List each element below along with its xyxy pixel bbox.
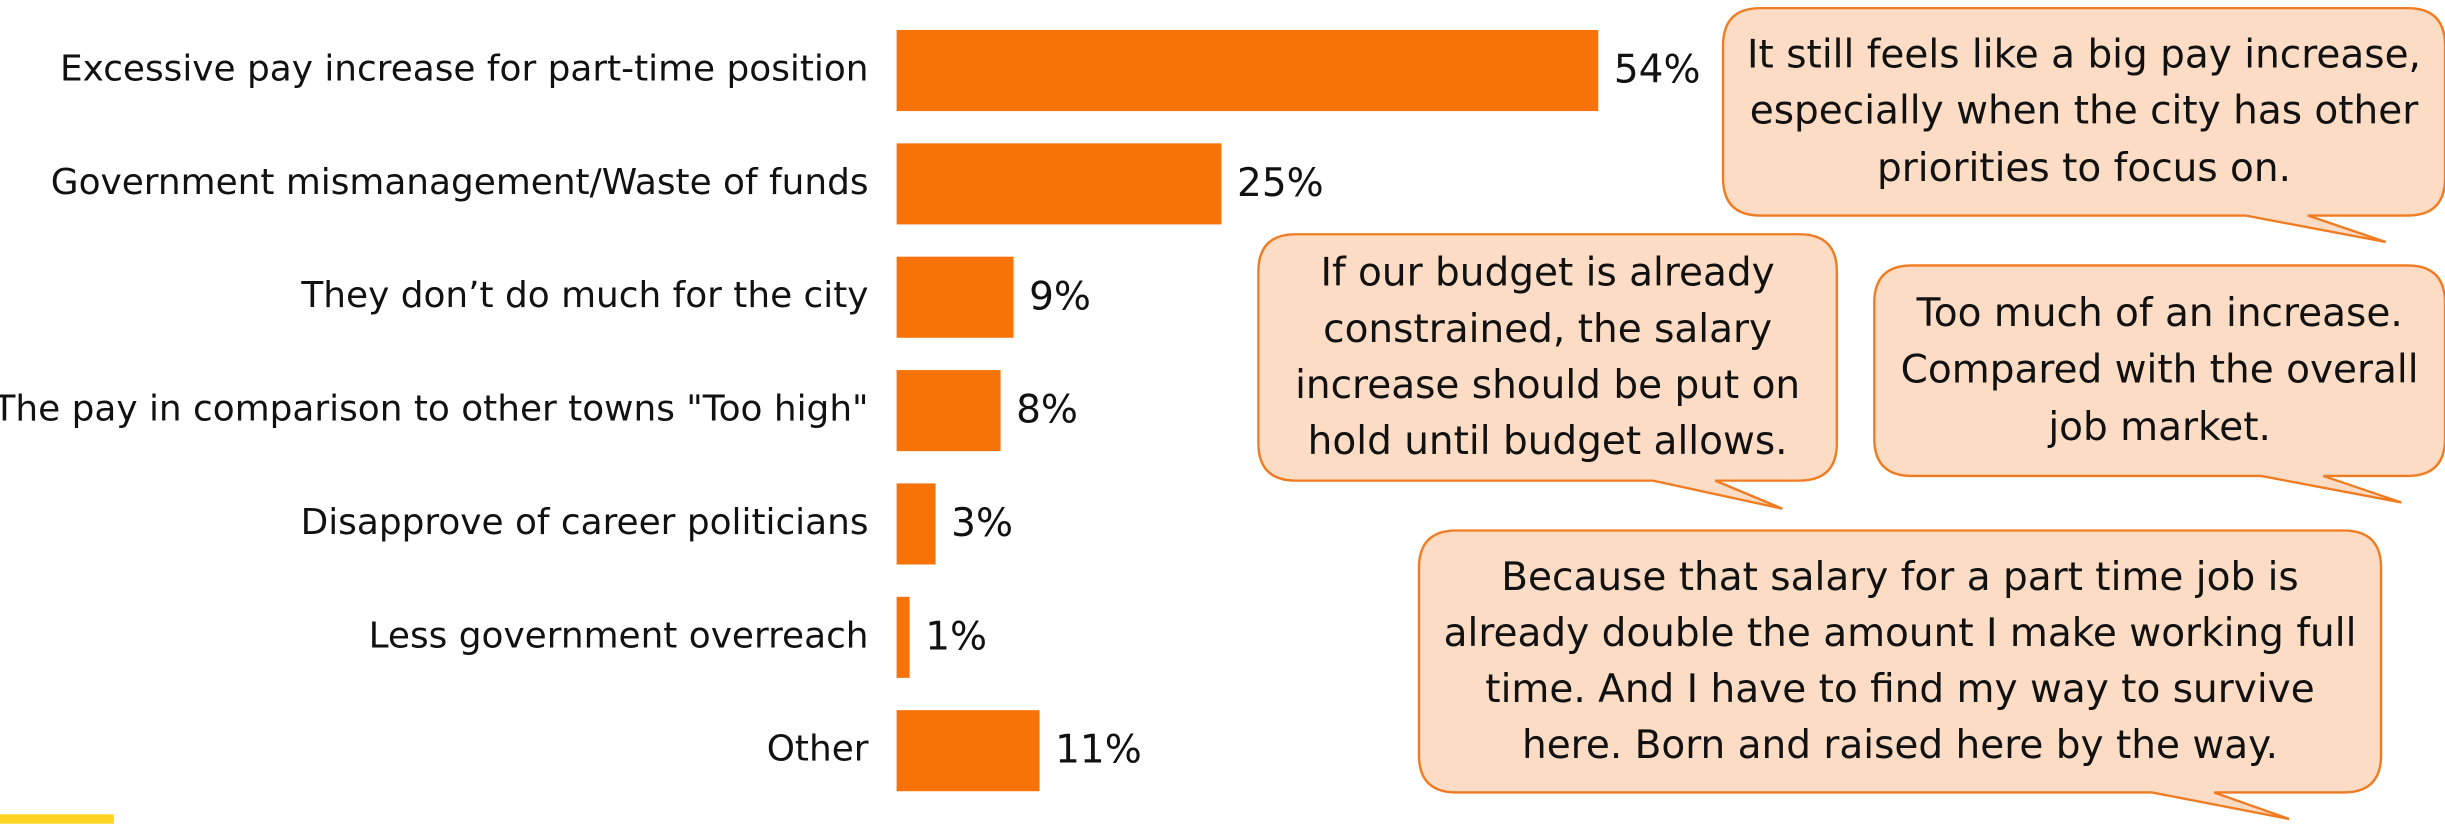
bar bbox=[896, 710, 1040, 792]
callout-box: Because that salary for a part time job … bbox=[1443, 553, 2357, 768]
callout-text: It still feels like a big pay increase, … bbox=[1747, 31, 2421, 190]
callout-box: If our budget is already constrained, th… bbox=[1295, 249, 1801, 464]
callout-text: Too much of an increase. Compared with t… bbox=[1900, 290, 2419, 449]
category-label: Disapprove of career politicians bbox=[301, 502, 869, 543]
bar bbox=[896, 483, 936, 565]
value-label: 8% bbox=[1016, 388, 1078, 433]
value-label: 11% bbox=[1055, 728, 1142, 773]
bar bbox=[896, 596, 910, 678]
bar bbox=[896, 143, 1222, 225]
value-label: 54% bbox=[1614, 48, 1701, 93]
bar bbox=[896, 370, 1001, 452]
category-label: Less government overreach bbox=[369, 615, 869, 656]
category-label: Other bbox=[767, 729, 869, 770]
callout-box: It still feels like a big pay increase, … bbox=[1747, 31, 2421, 190]
callout-bubble bbox=[1873, 264, 2445, 504]
category-label: Government mismanagement/Waste of funds bbox=[51, 162, 869, 203]
callout-bubble bbox=[1721, 6, 2445, 244]
bar bbox=[896, 256, 1014, 338]
category-label: Excessive pay increase for part-time pos… bbox=[60, 49, 869, 90]
callout-box: Too much of an increase. Compared with t… bbox=[1900, 290, 2419, 449]
value-label: 1% bbox=[925, 614, 987, 659]
callout-text: If our budget is already constrained, th… bbox=[1295, 249, 1801, 464]
value-label: 25% bbox=[1237, 161, 1324, 206]
category-label: They don’t do much for the city bbox=[300, 275, 868, 316]
value-label: 3% bbox=[951, 501, 1013, 546]
callout-bubble bbox=[1257, 233, 1839, 510]
bar bbox=[896, 29, 1599, 112]
accent-bar bbox=[0, 814, 114, 824]
callout-bubble bbox=[1417, 529, 2383, 821]
callout-text: Because that salary for a part time job … bbox=[1443, 553, 2357, 768]
value-label: 9% bbox=[1029, 274, 1091, 319]
category-label: The pay in comparison to other towns "To… bbox=[0, 389, 869, 430]
